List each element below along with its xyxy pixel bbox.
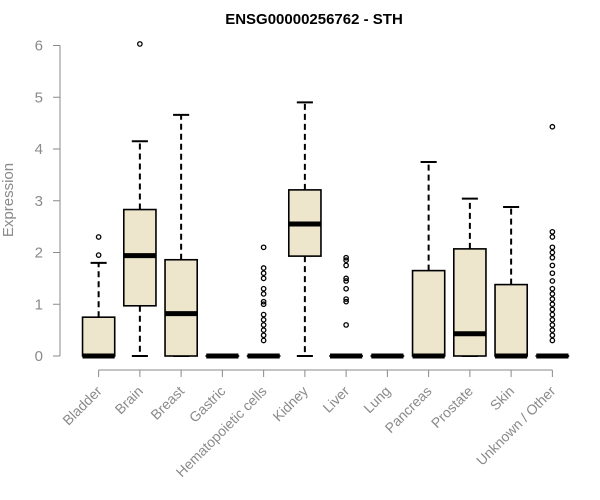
outlier-point xyxy=(260,322,267,328)
y-axis: 0 1 2 3 4 5 6 xyxy=(35,38,61,365)
outlier-point xyxy=(260,332,267,339)
outlier-point xyxy=(549,322,556,328)
boxes-group xyxy=(81,41,570,359)
outlier-point xyxy=(343,285,349,292)
outlier-point xyxy=(343,296,349,302)
outlier-point xyxy=(343,275,349,282)
outlier-point xyxy=(343,262,349,269)
x-tick-label: Kidney xyxy=(269,383,311,425)
outlier-point xyxy=(260,291,267,297)
outlier-point xyxy=(260,285,267,292)
outlier-point xyxy=(343,254,349,261)
outlier-point xyxy=(260,337,267,344)
chart-title: ENSG00000256762 - STH xyxy=(225,11,403,28)
outlier-point xyxy=(260,298,267,305)
outlier-point xyxy=(549,234,556,240)
outlier-point xyxy=(260,311,267,318)
outlier-point xyxy=(549,123,556,130)
outlier-point xyxy=(260,316,267,323)
outlier-point xyxy=(549,316,556,323)
outlier-point xyxy=(260,265,267,271)
y-tick-label: 0 xyxy=(35,348,43,365)
outlier-point xyxy=(343,257,349,264)
box xyxy=(164,258,199,357)
outlier-point xyxy=(549,311,556,318)
outlier-point xyxy=(343,322,349,328)
outlier-point xyxy=(549,254,556,261)
outlier-point xyxy=(549,244,556,251)
box xyxy=(411,269,446,357)
y-tick-label: 1 xyxy=(35,296,43,313)
outlier-point xyxy=(549,228,556,235)
outlier-point xyxy=(260,244,267,251)
outlier-point xyxy=(549,270,556,277)
y-tick-label: 5 xyxy=(35,89,43,106)
x-tick-label: Lung xyxy=(360,383,393,416)
outlier-point xyxy=(343,298,349,305)
outlier-point xyxy=(260,301,267,308)
outlier-point xyxy=(260,327,267,333)
outlier-point xyxy=(549,327,556,333)
x-tick-label: Brain xyxy=(112,383,146,417)
x-tick-label: Bladder xyxy=(59,383,105,429)
x-tick-label: Breast xyxy=(147,383,187,423)
x-tick-label: Skin xyxy=(487,383,518,414)
outlier-point xyxy=(549,296,556,302)
outlier-point xyxy=(137,41,143,47)
outlier-point xyxy=(549,332,556,339)
outlier-point xyxy=(343,278,349,284)
outlier-point xyxy=(260,275,267,282)
box xyxy=(81,316,116,357)
outlier-point xyxy=(549,337,556,344)
box xyxy=(494,283,529,357)
y-tick-label: 4 xyxy=(35,141,43,158)
outlier-point xyxy=(549,301,556,308)
outlier-point xyxy=(549,249,556,256)
x-tick-label: Liver xyxy=(319,383,352,416)
y-tick-label: 3 xyxy=(35,193,43,210)
outlier-point xyxy=(260,270,267,277)
outlier-point xyxy=(95,234,102,240)
y-tick-label: 2 xyxy=(35,245,43,262)
outlier-point xyxy=(549,262,556,269)
outlier-point xyxy=(549,285,556,292)
outlier-point xyxy=(549,278,556,284)
x-tick-label: Prostate xyxy=(428,383,476,431)
box xyxy=(452,248,487,357)
outlier-point xyxy=(95,252,102,258)
y-tick-label: 6 xyxy=(35,38,43,55)
y-axis-label: Expression xyxy=(0,163,17,237)
outlier-point xyxy=(549,306,556,313)
outlier-point xyxy=(549,291,556,297)
